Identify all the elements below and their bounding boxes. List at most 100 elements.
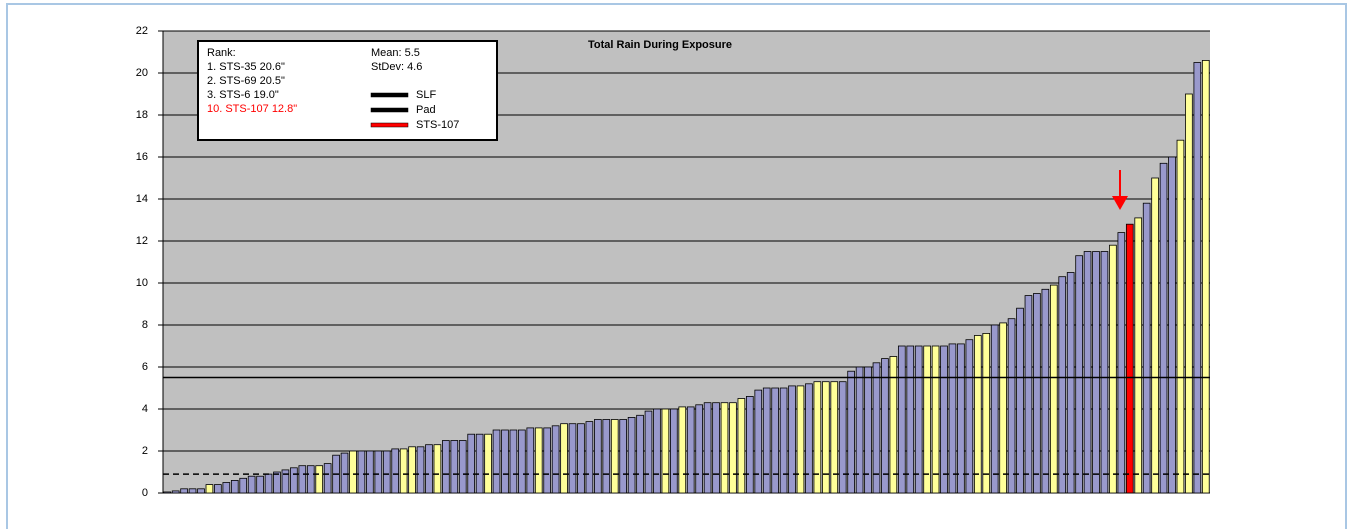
bar [281, 469, 290, 494]
bar [239, 477, 248, 494]
bar [340, 452, 349, 494]
bar [965, 339, 974, 494]
bar [686, 406, 695, 494]
bar [450, 440, 459, 494]
y-tick-label: 12 [136, 235, 148, 247]
bar [382, 450, 391, 494]
bar [323, 463, 332, 494]
legend-rank: 1. STS-35 20.6" [207, 61, 285, 73]
y-tick-label: 4 [142, 403, 148, 415]
legend-rank-title: Rank: [207, 47, 236, 59]
bar [1117, 232, 1126, 494]
bar [1083, 251, 1092, 494]
bar [222, 482, 231, 494]
bar [1058, 276, 1067, 494]
bar [1049, 284, 1058, 494]
bar [990, 324, 999, 494]
bar [644, 410, 653, 494]
bar [458, 440, 467, 494]
bar [678, 406, 687, 494]
y-tick-label: 8 [142, 319, 148, 331]
legend-label: STS-107 [416, 119, 459, 131]
bar [838, 381, 847, 494]
bar [796, 385, 805, 494]
bar [1142, 202, 1151, 494]
bar [256, 475, 264, 494]
bar [746, 395, 754, 494]
bar [425, 444, 433, 494]
bar [906, 345, 915, 494]
legend-mean: Mean: 5.5 [371, 47, 420, 59]
bar [720, 402, 729, 494]
bar [940, 345, 948, 494]
bar [619, 419, 627, 494]
bar [1168, 156, 1176, 494]
bar [771, 387, 779, 494]
legend-stdev: StDev: 4.6 [371, 61, 422, 73]
bar [788, 385, 796, 494]
bar [543, 427, 552, 494]
legend-swatch [370, 92, 409, 98]
bar [214, 484, 222, 494]
bar [762, 387, 771, 494]
bar [197, 488, 205, 494]
bar [973, 335, 982, 494]
bar [712, 402, 720, 494]
bar [1075, 255, 1083, 494]
bar [872, 362, 881, 494]
y-tick-label: 6 [142, 361, 148, 373]
y-tick-label: 0 [142, 487, 148, 499]
bar [923, 345, 931, 494]
bar [914, 345, 923, 494]
bar [526, 427, 535, 494]
bar [1109, 244, 1117, 494]
bar [188, 488, 197, 494]
legend-label: SLF [416, 89, 436, 101]
bar [408, 446, 416, 494]
legend-rank: 2. STS-69 20.5" [207, 75, 285, 87]
legend-swatch [370, 122, 409, 128]
bar [864, 366, 872, 494]
bar [1066, 272, 1075, 494]
legend-swatch [370, 107, 409, 113]
bar [366, 450, 374, 494]
bar [357, 450, 366, 494]
bar [273, 471, 281, 494]
bar [594, 419, 602, 494]
bar [1033, 293, 1041, 494]
y-tick-label: 14 [136, 193, 148, 205]
bar [1176, 139, 1185, 494]
y-tick-label: 22 [136, 25, 148, 37]
bar [1016, 307, 1024, 494]
bar [821, 381, 830, 494]
bar [889, 356, 898, 494]
y-tick-label: 18 [136, 109, 148, 121]
arrow-head [1112, 196, 1128, 210]
bar [349, 450, 357, 494]
bar [1041, 288, 1050, 494]
bar [551, 425, 560, 494]
legend-rank: 10. STS-107 12.8" [207, 103, 297, 115]
bar [171, 490, 180, 494]
bar [1092, 251, 1100, 494]
bar [999, 322, 1007, 494]
bar [467, 433, 476, 494]
bar [475, 433, 484, 494]
bar [399, 448, 408, 494]
bar [518, 429, 526, 494]
y-tick-label: 10 [136, 277, 148, 289]
bar [805, 383, 813, 494]
bar [1201, 60, 1210, 494]
bar [1007, 318, 1016, 494]
bar [1159, 162, 1168, 494]
bar [661, 408, 670, 494]
bar [636, 414, 644, 494]
bar [754, 389, 763, 494]
bar [585, 421, 594, 494]
y-tick-label: 2 [142, 445, 148, 457]
bar [298, 465, 307, 494]
bar [1151, 177, 1159, 494]
legend-rank: 3. STS-6 19.0" [207, 89, 279, 101]
chart-title: Total Rain During Exposure [588, 39, 732, 51]
